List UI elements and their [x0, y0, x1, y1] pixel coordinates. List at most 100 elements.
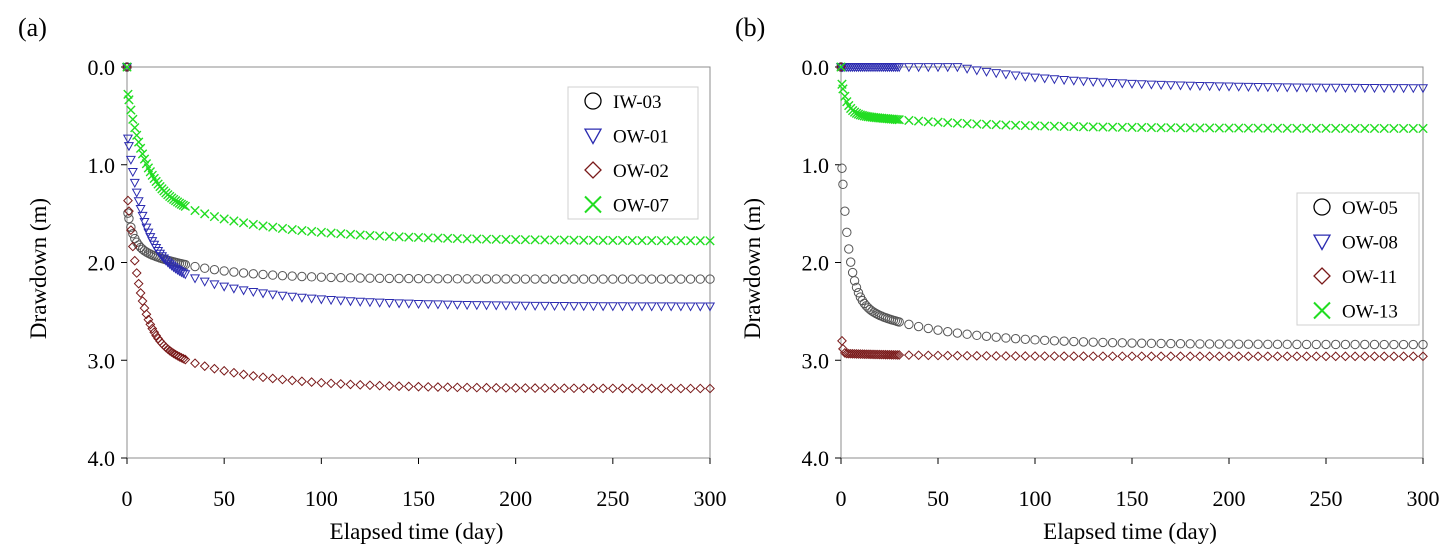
legend-item: OW-05 [1313, 198, 1398, 219]
legend: IW-03 OW-01 OW-02 OW-07 [567, 86, 699, 220]
data-point [962, 350, 973, 361]
data-point [452, 300, 463, 310]
series-ow-13 [836, 62, 1428, 134]
data-point [209, 211, 220, 222]
data-point [257, 289, 269, 299]
data-point [1262, 351, 1273, 362]
data-point [559, 274, 569, 284]
data-point [1340, 83, 1351, 93]
data-point [384, 299, 395, 309]
data-point [981, 331, 992, 342]
data-point [149, 327, 160, 338]
legend-box [1296, 192, 1420, 326]
data-point [1311, 351, 1322, 362]
data-point [569, 383, 579, 394]
data-point [1039, 74, 1050, 84]
data-point [1137, 122, 1147, 133]
data-point [923, 116, 933, 127]
data-point [296, 376, 307, 387]
data-point [637, 383, 647, 394]
data-point [923, 350, 934, 361]
data-point [1301, 351, 1312, 362]
data-point [297, 225, 307, 236]
data-point [287, 292, 298, 302]
data-point [656, 383, 667, 394]
data-point [608, 274, 618, 284]
data-point [1331, 123, 1341, 134]
data-point [656, 235, 667, 246]
data-point [1282, 83, 1293, 93]
y-tick-label: 1.0 [88, 153, 116, 178]
data-point [384, 273, 395, 284]
data-point [413, 299, 424, 310]
data-point [904, 319, 914, 330]
data-point [394, 299, 405, 309]
x-tick-label: 250 [596, 486, 629, 511]
y-tick-label: 2.0 [802, 251, 830, 276]
data-point [156, 252, 168, 262]
data-point [840, 91, 850, 102]
data-point [1350, 339, 1360, 350]
data-point [1175, 339, 1186, 349]
data-point [1330, 83, 1341, 93]
data-point [248, 219, 259, 230]
data-point [952, 118, 963, 128]
data-point [1398, 84, 1409, 94]
data-point [1369, 123, 1380, 134]
data-point [1069, 336, 1079, 347]
x-tick-label: 300 [1407, 486, 1440, 511]
data-point [1418, 351, 1428, 362]
data-point [890, 349, 901, 360]
data-point [695, 236, 705, 246]
data-point [1340, 351, 1351, 362]
data-point [1214, 123, 1224, 133]
data-point [1253, 123, 1263, 133]
y-tick-label: 3.0 [802, 348, 830, 373]
data-point [1117, 79, 1128, 89]
legend-label: OW-07 [613, 196, 669, 217]
data-point [178, 353, 189, 364]
data-point [617, 383, 628, 394]
data-point [943, 118, 953, 128]
data-point [1030, 335, 1040, 345]
data-point [588, 274, 599, 284]
data-point [394, 381, 404, 392]
data-point [1020, 351, 1031, 361]
data-point [559, 383, 570, 394]
data-point [452, 382, 463, 393]
legend-marker-circle [1313, 198, 1331, 216]
data-point [1379, 84, 1390, 94]
data-point [125, 155, 136, 165]
data-point [131, 268, 142, 278]
data-point [1136, 351, 1147, 362]
data-point [500, 301, 511, 311]
data-point [1010, 71, 1021, 81]
data-point [704, 302, 716, 312]
data-point [646, 302, 657, 312]
y-axis-title: Drawdown (m) [740, 198, 765, 339]
data-point [844, 244, 854, 254]
data-point [1049, 121, 1060, 131]
data-point [365, 230, 375, 241]
data-point [200, 263, 210, 273]
data-point [180, 354, 191, 365]
data-point [539, 301, 550, 311]
data-point [913, 116, 924, 126]
data-point [1262, 83, 1273, 93]
data-point [904, 115, 914, 126]
data-point [133, 197, 144, 207]
data-point [981, 350, 992, 361]
data-point [685, 383, 696, 394]
data-point [598, 235, 608, 246]
data-point [365, 380, 375, 391]
data-point [268, 222, 278, 232]
data-point [355, 273, 365, 283]
data-point [1078, 122, 1089, 132]
data-point [374, 231, 385, 241]
x-tick-label: 300 [694, 486, 727, 511]
data-point [124, 95, 134, 105]
data-point [1369, 351, 1380, 362]
data-point [1204, 339, 1215, 349]
data-point [588, 302, 599, 312]
data-point [442, 274, 453, 284]
